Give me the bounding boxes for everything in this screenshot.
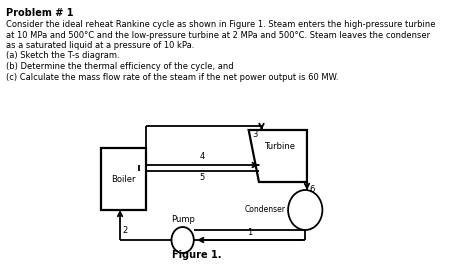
Text: Pump: Pump: [171, 215, 194, 224]
Text: (b) Determine the thermal efficiency of the cycle, and: (b) Determine the thermal efficiency of …: [6, 62, 234, 71]
Text: at 10 MPa and 500°C and the low-pressure turbine at 2 MPa and 500°C. Steam leave: at 10 MPa and 500°C and the low-pressure…: [6, 31, 430, 40]
Text: 1: 1: [247, 228, 252, 237]
Text: 4: 4: [200, 152, 205, 161]
Text: Turbine: Turbine: [264, 142, 295, 151]
Text: Figure 1.: Figure 1.: [173, 250, 222, 260]
Text: Problem # 1: Problem # 1: [6, 8, 73, 18]
Text: Consider the ideal reheat Rankine cycle as shown in Figure 1. Steam enters the h: Consider the ideal reheat Rankine cycle …: [6, 20, 436, 29]
Text: (c) Calculate the mass flow rate of the steam if the net power output is 60 MW.: (c) Calculate the mass flow rate of the …: [6, 73, 338, 82]
Text: 2: 2: [123, 226, 128, 235]
Bar: [101, 148, 146, 210]
Text: 3: 3: [252, 130, 257, 139]
Text: as a saturated liquid at a pressure of 10 kPa.: as a saturated liquid at a pressure of 1…: [6, 41, 194, 50]
Text: Boiler: Boiler: [111, 175, 136, 183]
Text: 6: 6: [310, 186, 315, 195]
Text: (a) Sketch the T-s diagram.: (a) Sketch the T-s diagram.: [6, 51, 119, 60]
Text: 5: 5: [200, 173, 205, 182]
Text: Condenser: Condenser: [245, 205, 285, 214]
